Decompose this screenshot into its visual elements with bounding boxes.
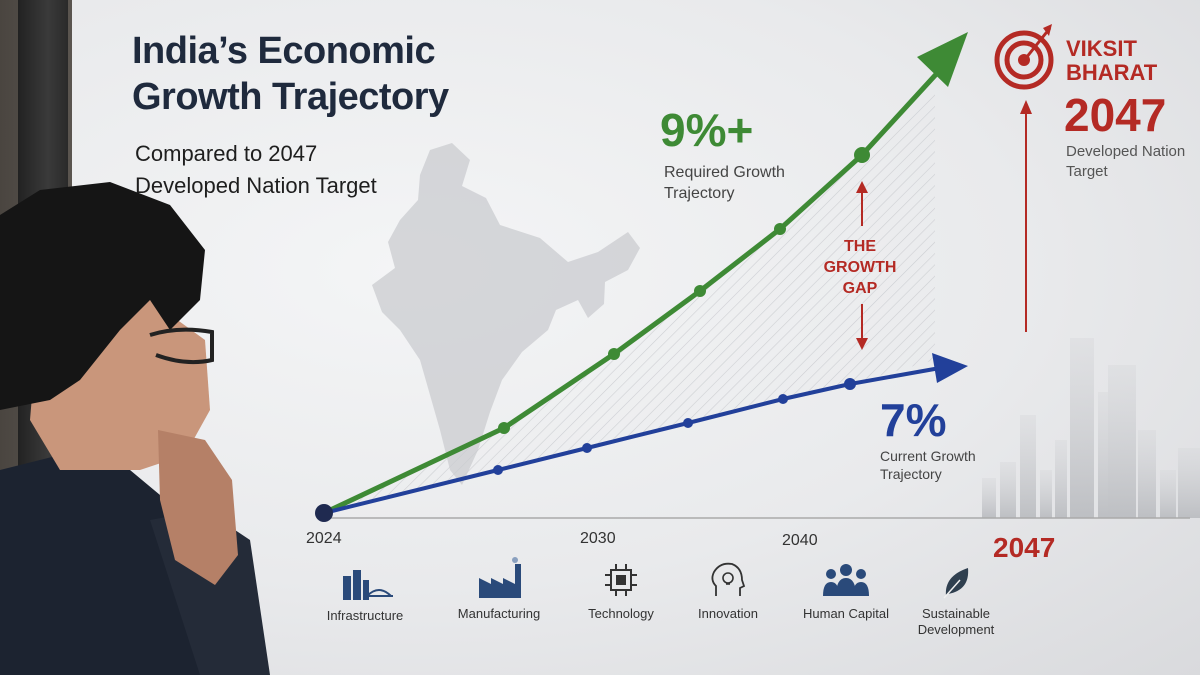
category-technology-label: Technology (588, 606, 654, 621)
target-year: 2047 (1064, 89, 1167, 141)
category-sustainable-label: Sustainable Development (891, 606, 1021, 638)
required-growth-label-line-2: Trajectory (664, 185, 735, 202)
current-growth-label-line-1: Current Growth (880, 448, 976, 464)
buildings-bridge-icon (343, 570, 393, 600)
category-innovation-label: Innovation (698, 606, 758, 621)
category-sustainable-development: Sustainable Development (891, 562, 1021, 638)
target-description-line-1: Developed Nation (1066, 143, 1186, 160)
india-map-silhouette (372, 143, 640, 485)
target-description-line-2: Target (1066, 163, 1108, 180)
title-line-1: India’s Economic (132, 30, 436, 72)
current-growth-points (493, 378, 856, 475)
viksit-line-1: VIKSIT (1066, 36, 1137, 61)
category-human-capital-label: Human Capital (803, 606, 889, 621)
required-growth-points (498, 147, 870, 434)
viksit-bharat-label: VIKSIT BHARAT (1066, 37, 1157, 85)
poster-subtitle: Compared to 2047 Developed Nation Target (135, 138, 377, 202)
title-line-2: Growth Trajectory (132, 76, 449, 118)
target-vertical-arrow (1020, 100, 1032, 332)
start-point (315, 504, 333, 522)
axis-tick-2024: 2024 (306, 530, 342, 547)
factory-icon (479, 557, 521, 598)
gap-line-3: GAP (842, 280, 878, 297)
people-icon (823, 564, 869, 596)
current-growth-arrowhead (932, 353, 968, 383)
required-growth-arrowhead (917, 32, 968, 87)
target-icon (994, 24, 1054, 90)
axis-tick-2040: 2040 (782, 532, 818, 549)
growth-gap-label: THE GROWTH GAP (822, 236, 898, 299)
target-description: Developed Nation Target (1066, 142, 1185, 182)
leaf-icon (943, 568, 969, 599)
chip-icon (605, 564, 637, 596)
growth-gap-shading (324, 94, 935, 513)
gap-line-2: GROWTH (823, 259, 897, 276)
category-technology: Technology (556, 560, 686, 622)
category-manufacturing: Manufacturing (434, 556, 564, 622)
growth-gap-arrows (856, 181, 868, 350)
required-growth-label: Required Growth Trajectory (664, 162, 785, 204)
category-manufacturing-label: Manufacturing (457, 606, 541, 621)
category-innovation: Innovation (663, 560, 793, 622)
current-growth-label-line-2: Trajectory (880, 466, 942, 482)
city-skyline (982, 338, 1200, 518)
gap-line-1: THE (844, 238, 876, 255)
required-growth-label-line-1: Required Growth (664, 164, 785, 181)
subtitle-line-2: Developed Nation Target (135, 173, 377, 198)
current-growth-label: Current Growth Trajectory (880, 447, 976, 483)
viewer-silhouette (0, 182, 270, 675)
axis-tick-2030: 2030 (580, 530, 616, 547)
category-infrastructure: Infrastructure (300, 566, 430, 624)
category-sustainable-label-line-1: Sustainable (922, 606, 990, 621)
axis-tick-2047: 2047 (993, 532, 1056, 563)
head-lightbulb-icon (711, 562, 746, 596)
subtitle-line-1: Compared to 2047 (135, 141, 318, 166)
current-growth-value: 7% (880, 394, 947, 446)
viksit-line-2: BHARAT (1066, 60, 1158, 85)
category-infrastructure-label: Infrastructure (326, 608, 404, 623)
required-growth-value: 9%+ (660, 104, 754, 156)
poster-title: India’s Economic Growth Trajectory (132, 28, 449, 120)
category-sustainable-label-line-2: Development (917, 622, 995, 637)
category-human-capital: Human Capital (781, 562, 911, 622)
